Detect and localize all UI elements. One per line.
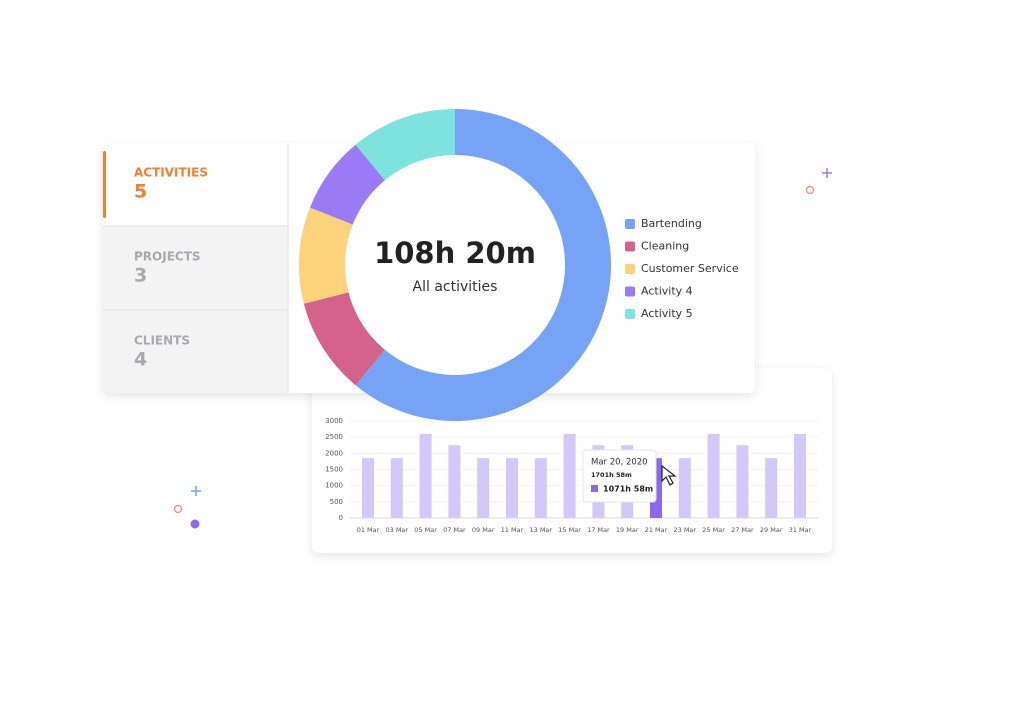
bar bbox=[506, 458, 518, 518]
bar bbox=[362, 458, 374, 518]
bar bbox=[390, 458, 403, 518]
bar bbox=[794, 433, 806, 518]
legend-label: Activity 5 bbox=[641, 307, 693, 320]
tooltip bbox=[582, 449, 657, 503]
tooltip-value: 1071h 58m bbox=[603, 485, 653, 494]
bar bbox=[477, 458, 490, 518]
bar bbox=[736, 445, 749, 518]
x-tick-label: 01 Mar bbox=[357, 526, 380, 534]
bar bbox=[707, 433, 720, 518]
bar bbox=[534, 458, 547, 518]
donut-segment bbox=[309, 144, 385, 225]
y-tick-label: 2000 bbox=[325, 449, 343, 457]
x-tick-label: 17 Mar bbox=[587, 526, 610, 534]
bar bbox=[419, 433, 432, 518]
x-tick-label: 19 Mar bbox=[616, 526, 639, 534]
x-tick-label: 11 Mar bbox=[501, 526, 524, 534]
tooltip-line: 1701h 58m bbox=[591, 471, 632, 479]
x-tick-label: 29 Mar bbox=[760, 526, 783, 534]
donut-segment bbox=[299, 207, 353, 304]
tab-label: PROJECTS bbox=[134, 250, 201, 264]
legend-label: Cleaning bbox=[641, 240, 689, 253]
legend-swatch bbox=[625, 241, 635, 252]
bar bbox=[448, 445, 461, 518]
legend-swatch bbox=[625, 219, 635, 229]
x-tick-label: 15 Mar bbox=[558, 526, 581, 534]
y-tick-label: 500 bbox=[330, 498, 343, 506]
y-tick-label: 1000 bbox=[325, 482, 343, 490]
bar bbox=[765, 458, 778, 518]
decoration bbox=[173, 168, 832, 529]
legend-swatch bbox=[625, 309, 635, 319]
x-tick-label: 27 Mar bbox=[731, 526, 754, 534]
legend-label: Customer Service bbox=[641, 262, 739, 275]
active-tab[interactable] bbox=[103, 143, 288, 226]
tab-label: ACTIVITIES bbox=[134, 166, 208, 180]
active-indicator bbox=[103, 151, 106, 218]
donut-segment bbox=[355, 109, 612, 422]
legend-swatch bbox=[625, 286, 635, 297]
tooltip-swatch bbox=[591, 485, 598, 492]
cursor bbox=[661, 464, 677, 486]
x-tick-label: 23 Mar bbox=[673, 526, 696, 534]
x-tick-label: 25 Mar bbox=[702, 526, 725, 534]
x-tick-label: 05 Mar bbox=[414, 526, 437, 534]
bar bbox=[563, 433, 576, 518]
y-tick-label: 3000 bbox=[325, 417, 343, 425]
y-tick-label: 2500 bbox=[325, 433, 343, 441]
x-tick-label: 21 Mar bbox=[645, 526, 668, 534]
y-tick-label: 0 bbox=[339, 514, 343, 522]
x-tick-label: 07 Mar bbox=[443, 526, 466, 534]
donut-segment bbox=[355, 109, 455, 181]
legend-label: Activity 4 bbox=[641, 285, 693, 298]
tab-count: 5 bbox=[134, 181, 147, 203]
legend-swatch bbox=[625, 264, 635, 274]
y-tick-label: 1500 bbox=[325, 466, 343, 474]
legend-label: Bartending bbox=[641, 217, 702, 230]
bar bbox=[678, 458, 691, 518]
x-tick-label: 03 Mar bbox=[385, 526, 408, 534]
tooltip-date: Mar 20, 2020 bbox=[591, 458, 648, 468]
tab-count: 3 bbox=[134, 265, 147, 287]
x-tick-label: 13 Mar bbox=[529, 526, 552, 534]
tab-label: CLIENTS bbox=[134, 334, 190, 348]
tab-count: 4 bbox=[134, 349, 147, 371]
x-tick-label: 09 Mar bbox=[472, 526, 495, 534]
donut-segment bbox=[303, 292, 385, 386]
x-tick-label: 31 Mar bbox=[789, 526, 812, 534]
donut-caption: All activities bbox=[413, 279, 498, 295]
donut-total: 108h 20m bbox=[374, 236, 536, 270]
